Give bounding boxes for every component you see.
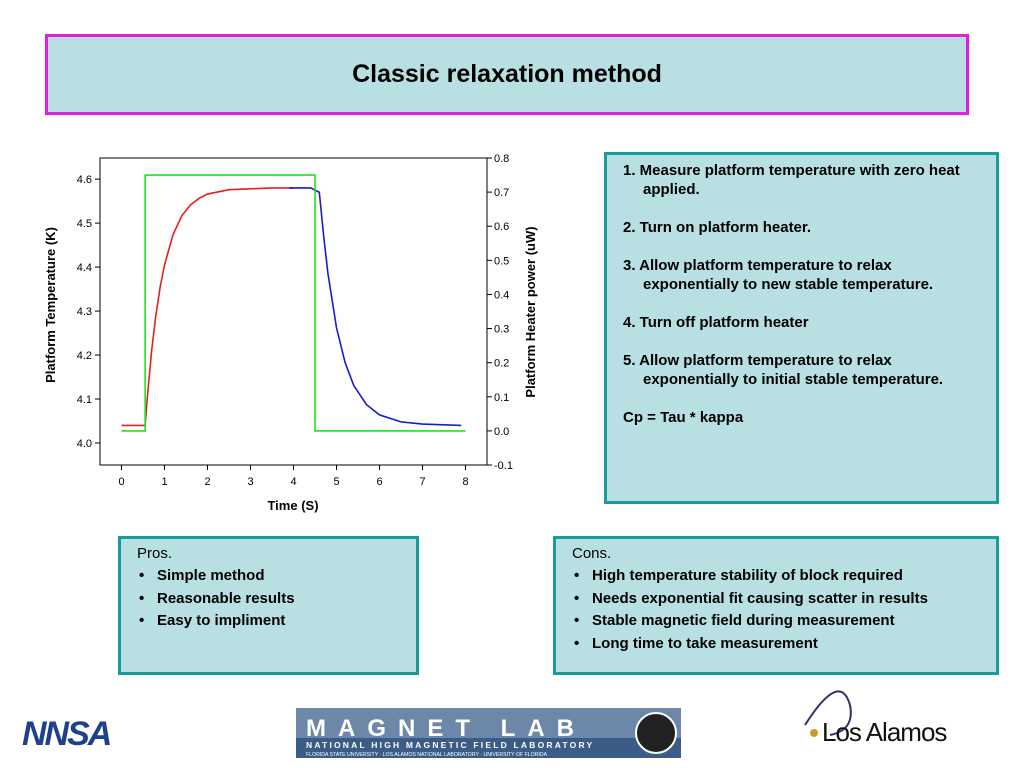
- y2-tick-label: -0.1: [494, 460, 513, 472]
- plot-frame: [99, 157, 488, 466]
- step: 1. Measure platform temperature with zer…: [623, 162, 960, 198]
- cons-item: High temperature stability of block requ…: [572, 565, 986, 588]
- cons-item: Needs exponential fit causing scatter in…: [572, 588, 986, 611]
- pros-item: Reasonable results: [137, 588, 406, 611]
- nnsa-logo: NNSA: [22, 715, 113, 753]
- cons-box: Cons. High temperature stability of block…: [553, 536, 999, 675]
- magnet-lab-logo: MAGNET LAB NATIONAL HIGH MAGNETIC FIELD …: [296, 708, 681, 758]
- x-tick-label: 8: [462, 476, 468, 488]
- cons-item: Long time to take measurement: [572, 633, 986, 656]
- nnsa-text: NNSA: [22, 715, 111, 753]
- series-line: [289, 187, 462, 427]
- title-box: Classic relaxation method: [45, 34, 969, 115]
- y-axis-label: Platform Temperature (K): [43, 227, 58, 383]
- x-tick-label: 6: [376, 476, 382, 488]
- magnet-bg: [296, 708, 681, 758]
- pros-box: Pros. Simple methodReasonable resultsEasy…: [118, 536, 419, 675]
- magnet-emblem: [635, 712, 677, 754]
- y2-tick-label: 0.0: [494, 426, 509, 438]
- y2-tick-label: 0.4: [494, 289, 509, 301]
- lanl-logo: Los Alamos: [804, 690, 948, 747]
- y-tick-label: 4.3: [77, 306, 92, 318]
- y-tick-label: 4.5: [77, 218, 92, 230]
- y-tick-label: 4.4: [77, 262, 92, 274]
- x-tick-label: 5: [333, 476, 339, 488]
- y-tick-label: 4.6: [77, 174, 92, 186]
- cons-item: Stable magnetic field during measurement: [572, 610, 986, 633]
- pros-item: Simple method: [137, 565, 406, 588]
- series-line: [121, 187, 294, 427]
- x-tick-label: 2: [204, 476, 210, 488]
- pros-item: Easy to impliment: [137, 610, 406, 633]
- magnet-title: MAGNET LAB: [306, 715, 586, 742]
- cons-title: Cons.: [572, 545, 612, 562]
- x-tick-label: 4: [290, 476, 296, 488]
- x-axis-label: Time (S): [267, 498, 318, 513]
- pros-title: Pros.: [137, 545, 173, 562]
- steps-box: 1. Measure platform temperature with zer…: [604, 152, 999, 504]
- x-tick-label: 1: [161, 476, 167, 488]
- lanl-text: Los Alamos: [822, 717, 947, 747]
- y2-tick-label: 0.2: [494, 358, 509, 370]
- y2-axis-label: Platform Heater power (uW): [523, 226, 538, 397]
- y2-tick-label: 0.7: [494, 187, 509, 199]
- y2-tick-label: 0.8: [494, 153, 509, 165]
- step: 2. Turn on platform heater.: [623, 219, 812, 236]
- step: 5. Allow platform temperature to relax e…: [623, 352, 944, 388]
- y2-tick-label: 0.5: [494, 255, 509, 267]
- y-tick-label: 4.1: [77, 394, 92, 406]
- step: 3. Allow platform temperature to relax e…: [623, 257, 934, 293]
- series-line: [121, 174, 466, 432]
- step: 4. Turn off platform heater: [623, 314, 809, 331]
- y2-tick-label: 0.1: [494, 392, 509, 404]
- title: Classic relaxation method: [352, 60, 662, 88]
- lanl-dot: [810, 729, 818, 737]
- step: Cp = Tau * kappa: [623, 409, 744, 426]
- y-tick-label: 4.0: [77, 438, 92, 450]
- y2-tick-label: 0.6: [494, 221, 509, 233]
- magnet-subtitle: NATIONAL HIGH MAGNETIC FIELD LABORATORY: [306, 740, 594, 750]
- x-tick-label: 0: [118, 476, 124, 488]
- cons-list: High temperature stability of block requ…: [572, 565, 986, 655]
- pros-list: Simple methodReasonable resultsEasy to i…: [137, 565, 406, 633]
- y-tick-label: 4.2: [77, 350, 92, 362]
- lanl-orbit: [804, 690, 852, 736]
- magnet-band: [296, 708, 681, 738]
- x-tick-label: 7: [419, 476, 425, 488]
- x-tick-label: 3: [247, 476, 253, 488]
- magnet-subtitle2: FLORIDA STATE UNIVERSITY · LOS ALAMOS NA…: [306, 752, 548, 758]
- y2-tick-label: 0.3: [494, 324, 509, 336]
